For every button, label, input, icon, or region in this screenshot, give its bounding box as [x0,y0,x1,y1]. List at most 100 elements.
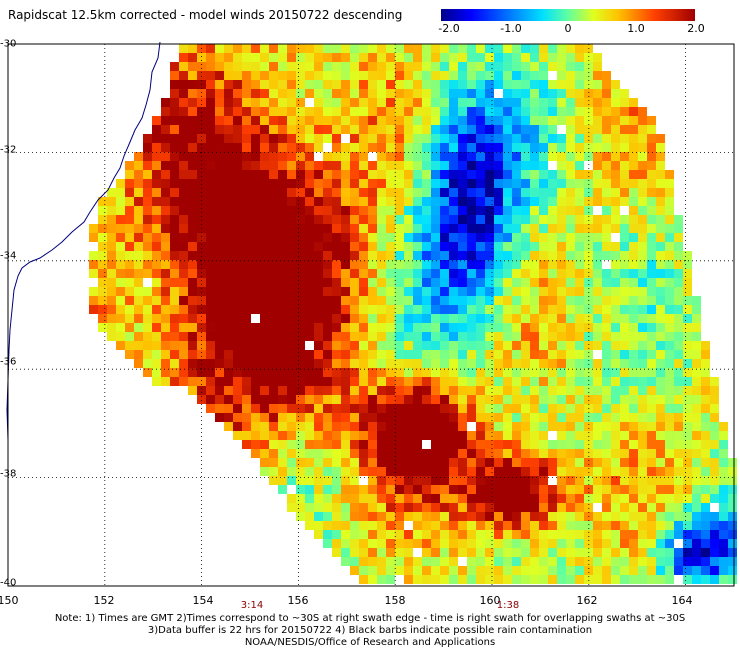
wind-diff-cell [449,521,458,530]
wind-diff-cell [494,197,503,206]
wind-diff-cell [305,422,314,431]
wind-diff-cell [539,179,548,188]
wind-diff-cell [557,323,566,332]
wind-diff-cell [107,215,116,224]
wind-diff-cell [593,467,602,476]
wind-diff-cell [224,422,233,431]
wind-diff-cell [350,503,359,512]
wind-diff-cell [575,440,584,449]
wind-diff-cell [224,170,233,179]
wind-diff-cell [656,476,665,485]
wind-diff-cell [728,521,737,530]
wind-diff-cell [296,233,305,242]
wind-diff-cell [539,503,548,512]
wind-diff-cell [710,440,719,449]
wind-diff-cell [224,278,233,287]
lat-label-32: -32 [0,144,17,156]
wind-diff-cell [413,44,422,53]
wind-diff-cell [440,449,449,458]
wind-diff-cell [530,440,539,449]
wind-diff-cell [224,341,233,350]
wind-diff-cell [494,143,503,152]
wind-diff-cell [422,476,431,485]
wind-diff-cell [674,233,683,242]
wind-diff-cell [602,413,611,422]
wind-diff-cell [125,206,134,215]
wind-diff-cell [539,368,548,377]
wind-diff-cell [431,206,440,215]
wind-diff-cell [467,296,476,305]
wind-diff-cell [602,557,611,566]
wind-diff-cell [665,215,674,224]
wind-diff-cell [566,494,575,503]
wind-diff-cell [386,143,395,152]
wind-diff-cell [305,458,314,467]
wind-diff-cell [584,206,593,215]
wind-diff-cell [584,539,593,548]
wind-diff-cell [512,359,521,368]
wind-diff-cell [449,395,458,404]
wind-diff-cell [413,521,422,530]
wind-diff-cell [521,332,530,341]
wind-diff-cell [377,134,386,143]
wind-diff-cell [575,107,584,116]
wind-diff-cell [512,413,521,422]
wind-diff-cell [359,341,368,350]
wind-diff-cell [620,323,629,332]
wind-diff-cell [107,188,116,197]
wind-diff-cell [107,233,116,242]
wind-diff-cell [467,350,476,359]
wind-diff-cell [503,467,512,476]
wind-diff-cell [359,179,368,188]
wind-diff-cell [350,377,359,386]
wind-diff-cell [485,71,494,80]
wind-diff-cell [278,341,287,350]
wind-diff-cell [503,314,512,323]
wind-diff-cell [575,413,584,422]
wind-diff-cell [368,458,377,467]
wind-diff-cell [305,89,314,98]
wind-diff-cell [575,377,584,386]
wind-diff-cell [692,332,701,341]
wind-diff-cell [377,323,386,332]
wind-diff-cell [593,161,602,170]
wind-diff-cell [467,170,476,179]
wind-diff-cell [278,458,287,467]
wind-diff-cell [368,278,377,287]
wind-diff-cell [539,251,548,260]
wind-diff-cell [422,395,431,404]
wind-diff-cell [539,224,548,233]
wind-diff-cell [485,377,494,386]
wind-diff-cell [305,206,314,215]
wind-diff-cell [206,350,215,359]
wind-diff-cell [683,314,692,323]
wind-diff-cell [647,503,656,512]
wind-diff-cell [647,152,656,161]
wind-diff-cell [620,296,629,305]
wind-diff-cell [278,269,287,278]
wind-diff-cell [368,242,377,251]
wind-diff-cell [494,458,503,467]
wind-diff-cell [485,215,494,224]
wind-diff-cell [629,485,638,494]
wind-diff-cell [233,368,242,377]
wind-diff-cell [503,179,512,188]
wind-diff-cell [368,575,377,584]
wind-diff-cell [476,548,485,557]
wind-diff-cell [557,404,566,413]
wind-diff-cell [314,107,323,116]
wind-diff-cell [305,431,314,440]
wind-diff-cell [269,206,278,215]
wind-diff-cell [458,566,467,575]
wind-diff-cell [503,449,512,458]
wind-diff-cell [251,269,260,278]
wind-diff-cell [332,548,341,557]
wind-diff-cell [440,512,449,521]
wind-diff-cell [350,71,359,80]
wind-diff-cell [530,521,539,530]
wind-diff-cell [701,575,710,584]
wind-diff-cell [638,143,647,152]
wind-diff-cell [503,98,512,107]
wind-diff-cell [449,494,458,503]
wind-diff-cell [377,107,386,116]
